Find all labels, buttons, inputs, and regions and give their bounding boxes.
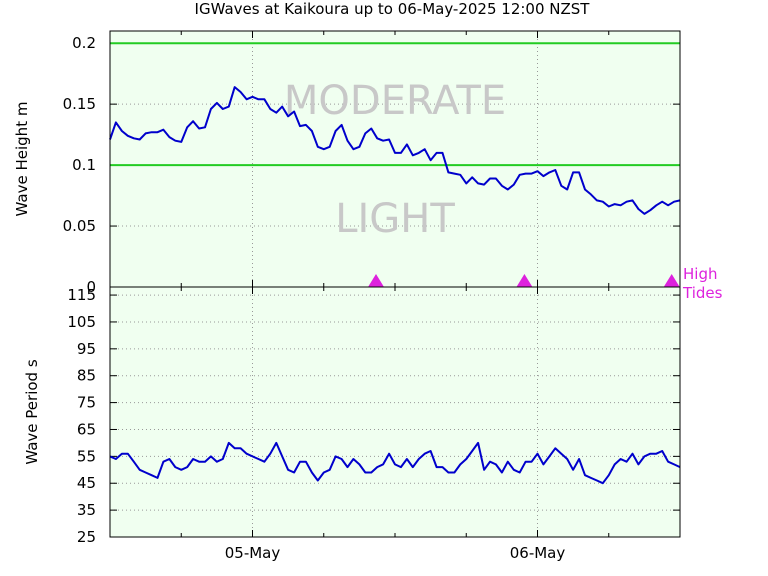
y-tick-label: 0 — [86, 278, 96, 296]
tide-legend-word: Tides — [682, 284, 723, 302]
y-tick-label: 45 — [77, 474, 96, 492]
zone-label-moderate: MODERATE — [284, 78, 506, 124]
tide-legend-word: High — [683, 265, 717, 283]
high-tide-marker — [516, 274, 533, 287]
y-tick-label: 35 — [77, 501, 96, 519]
y-tick-label: 55 — [77, 447, 96, 465]
y-axis-label: Wave Height m — [13, 102, 31, 217]
y-tick-label: 95 — [77, 340, 96, 358]
y-tick-label: 75 — [77, 394, 96, 412]
y-tick-label: 0.15 — [63, 95, 96, 113]
high-tide-marker — [368, 274, 384, 287]
y-tick-label: 115 — [67, 286, 96, 304]
plot-background — [110, 31, 680, 287]
series-line — [109, 86, 681, 215]
y-tick-label: 0.2 — [72, 34, 96, 52]
y-tick-label: 0.05 — [63, 217, 96, 235]
y-tick-label: 0.1 — [72, 156, 96, 174]
plot-background — [110, 287, 680, 537]
y-tick-label: 65 — [77, 420, 96, 438]
y-tick-label: 25 — [77, 528, 96, 546]
wave-period-panel: 25 35 45 55 65 75 85 95 105 115 Wave Period s 05-Ma… — [23, 286, 681, 562]
y-tick-label: 105 — [67, 313, 96, 331]
y-tick-label: 85 — [77, 367, 96, 385]
high-tide-marker — [663, 274, 680, 287]
zone-label-light: LIGHT — [335, 196, 455, 242]
x-tick-label: 05-May — [225, 544, 281, 562]
plot-border — [109, 286, 681, 538]
y-axis-label: Wave Period s — [23, 359, 41, 464]
x-tick-label: 06-May — [510, 544, 566, 562]
series-line — [109, 441, 681, 485]
chart-title: IGWaves at Kaikoura up to 06-May-2025 12… — [195, 0, 591, 18]
wave-height-panel: 0 0.05 0.1 0.15 0.2 MODERATE LIGHT Wave Height … — [13, 30, 723, 302]
tide-legend-label: High Tides — [682, 265, 723, 302]
